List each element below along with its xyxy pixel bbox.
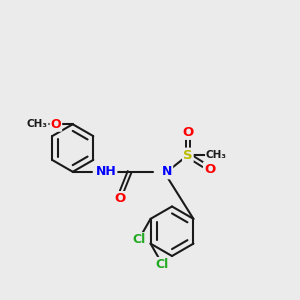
Text: O: O [204, 163, 215, 176]
Text: Cl: Cl [156, 258, 169, 271]
Text: CH₃: CH₃ [27, 119, 48, 129]
Text: N: N [162, 165, 172, 178]
Text: NH: NH [96, 165, 116, 178]
Text: Cl: Cl [132, 233, 145, 246]
Text: CH₃: CH₃ [206, 150, 227, 160]
Text: O: O [182, 126, 194, 139]
Text: S: S [183, 149, 193, 162]
Text: O: O [114, 192, 125, 205]
Text: O: O [51, 118, 61, 131]
